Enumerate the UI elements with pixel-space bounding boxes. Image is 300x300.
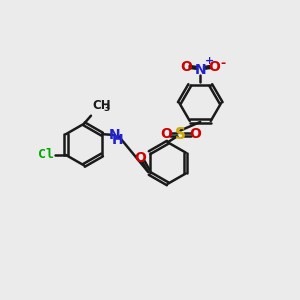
Text: O: O <box>180 60 192 74</box>
Text: H: H <box>112 134 124 147</box>
Text: S: S <box>175 127 186 142</box>
Text: CH: CH <box>93 99 112 112</box>
Text: N: N <box>194 63 206 77</box>
Text: +: + <box>204 56 214 66</box>
Text: Cl: Cl <box>38 148 54 161</box>
Text: -: - <box>221 57 226 70</box>
Text: O: O <box>160 127 172 141</box>
Text: O: O <box>134 152 146 165</box>
Text: N: N <box>109 128 121 142</box>
Text: 3: 3 <box>103 104 109 113</box>
Text: O: O <box>209 60 220 74</box>
Text: O: O <box>189 127 201 141</box>
